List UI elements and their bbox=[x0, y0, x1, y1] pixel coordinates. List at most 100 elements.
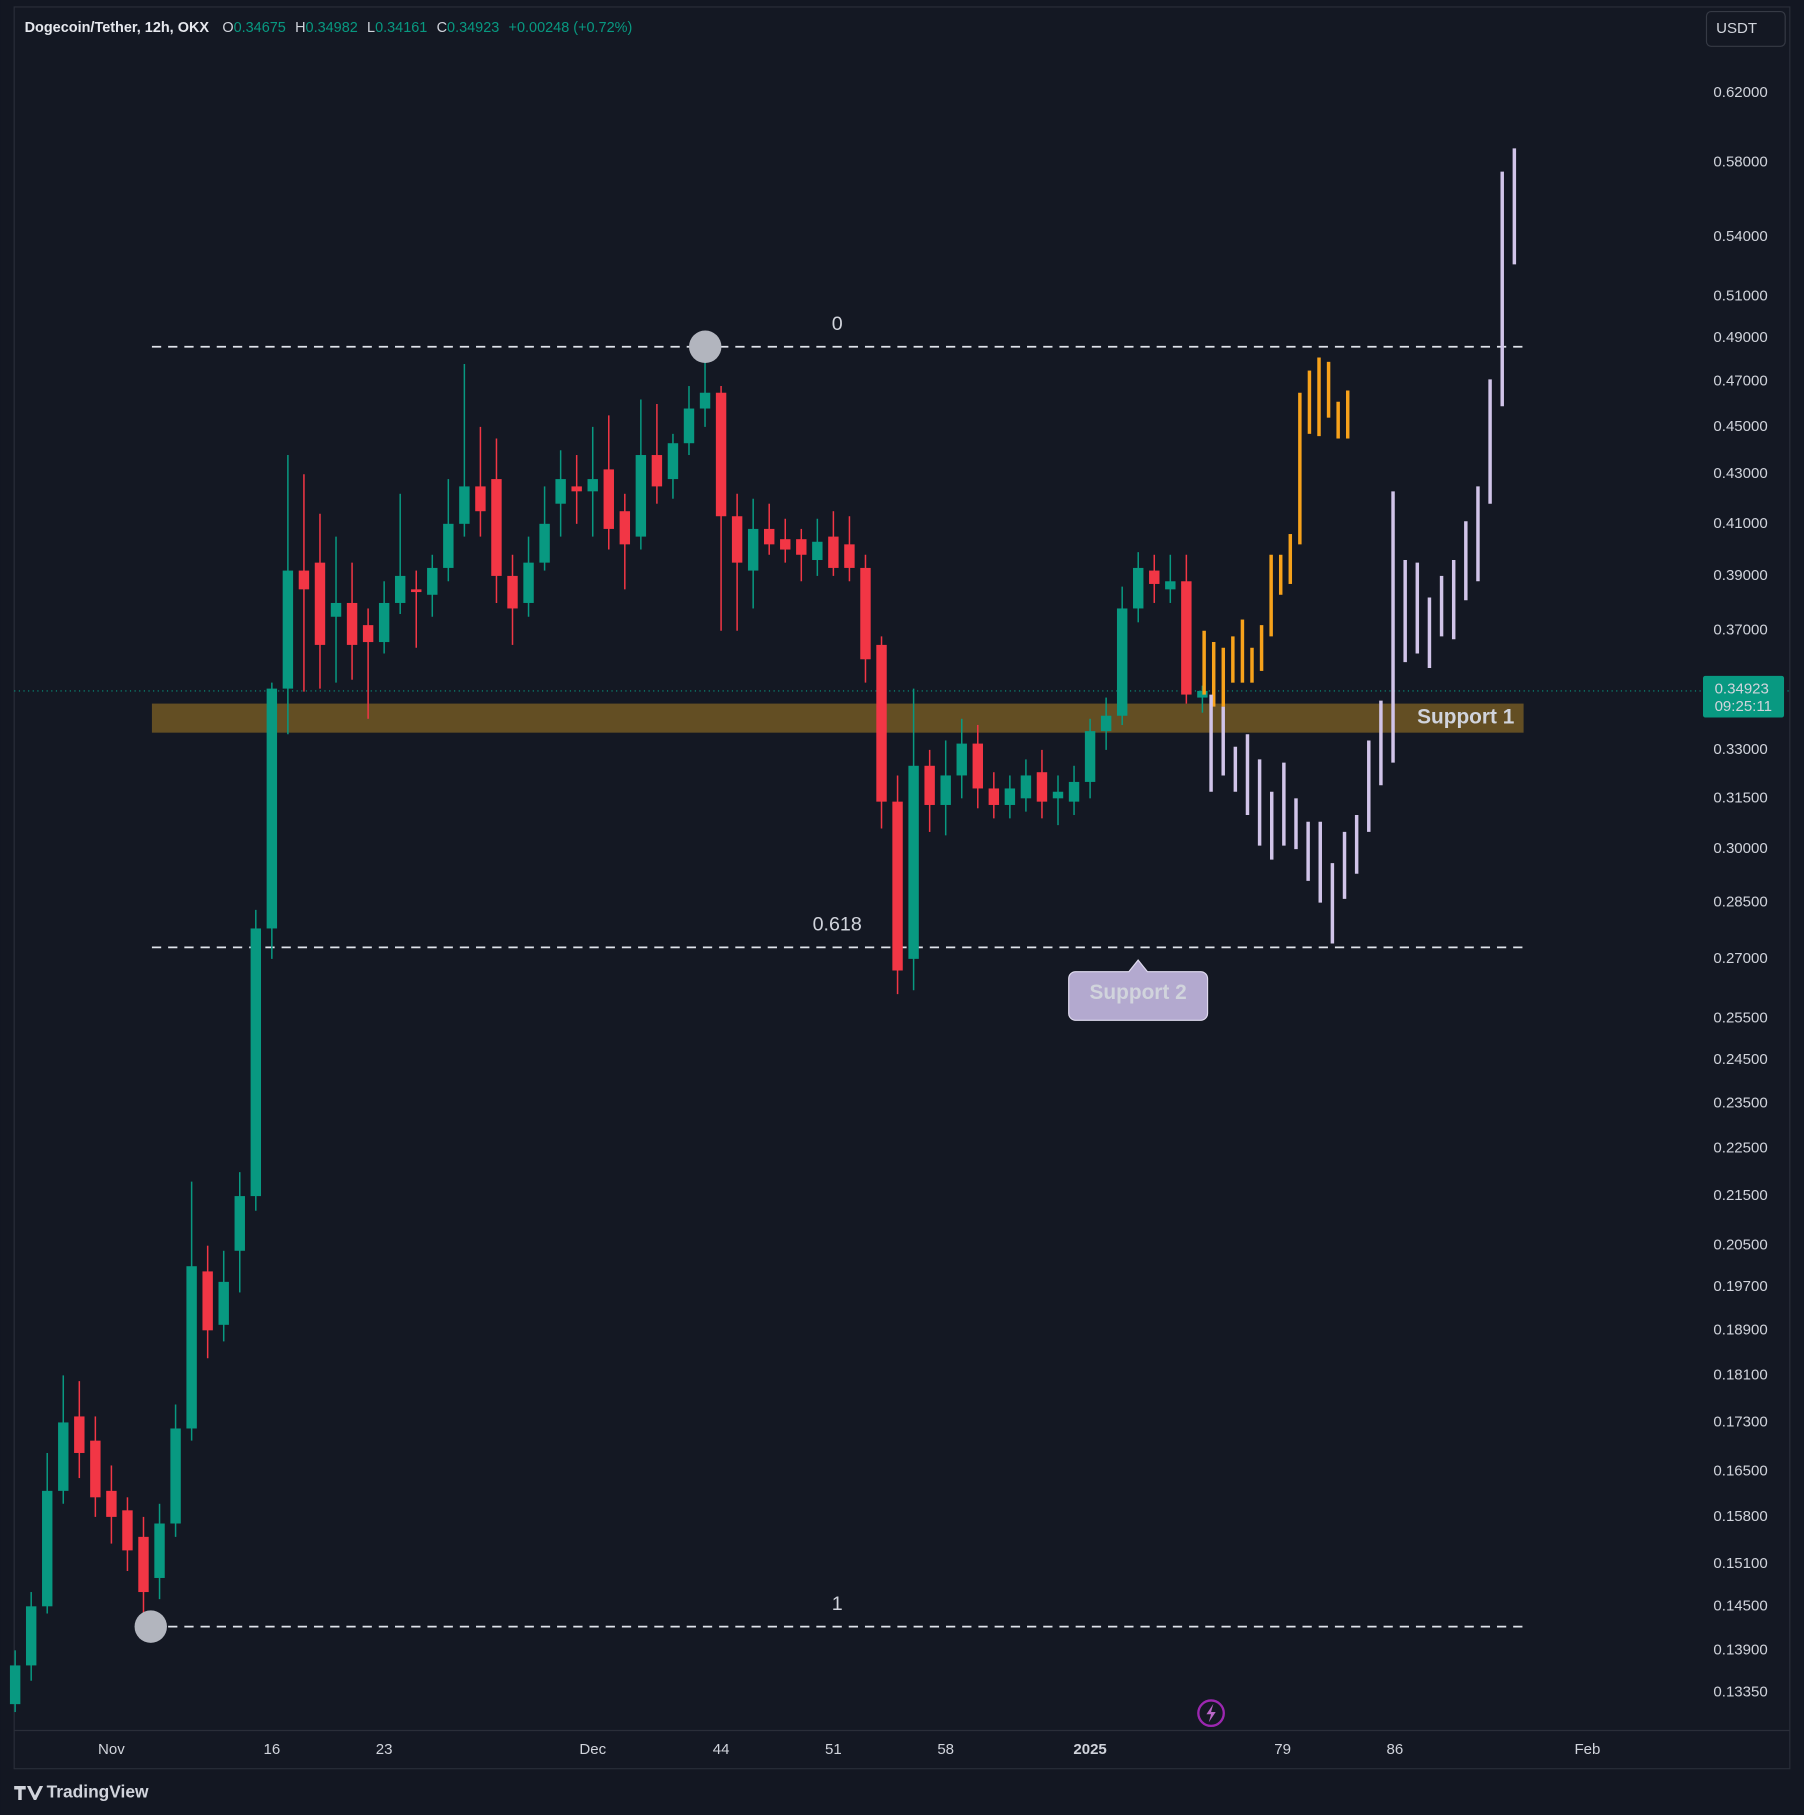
candle-body bbox=[844, 544, 855, 568]
candle-body bbox=[1116, 608, 1128, 716]
candle-body bbox=[1068, 781, 1080, 802]
y-tick-label: 0.15100 bbox=[1713, 1555, 1767, 1572]
y-tick-label: 0.17300 bbox=[1713, 1413, 1767, 1430]
candle-body bbox=[330, 602, 342, 617]
y-tick-label: 0.30000 bbox=[1713, 840, 1767, 857]
x-tick-label: 51 bbox=[825, 1741, 842, 1758]
candle-body bbox=[860, 567, 871, 660]
y-tick-label: 0.16500 bbox=[1713, 1463, 1767, 1480]
candle-body bbox=[314, 562, 326, 645]
y-tick-label: 0.37000 bbox=[1713, 622, 1767, 639]
y-tick-label: 0.41000 bbox=[1713, 515, 1767, 532]
y-tick-label: 0.20500 bbox=[1713, 1237, 1767, 1254]
candle-body bbox=[90, 1440, 101, 1498]
candle-body bbox=[1181, 581, 1192, 695]
x-tick-label: Nov bbox=[98, 1741, 125, 1758]
candle-body bbox=[138, 1536, 149, 1593]
change: +0.00248 (+0.72%) bbox=[509, 20, 633, 36]
y-tick-label: 0.28500 bbox=[1713, 894, 1767, 911]
candle-body bbox=[972, 743, 983, 789]
candle-body bbox=[1020, 775, 1032, 799]
candle-body bbox=[346, 602, 358, 645]
candle-body bbox=[539, 523, 550, 563]
x-tick-label: 2025 bbox=[1073, 1741, 1106, 1758]
candle-body bbox=[9, 1665, 21, 1705]
ohlc-value: 0.34982 bbox=[306, 20, 358, 36]
candle-body bbox=[1165, 581, 1176, 590]
candle-body bbox=[796, 539, 807, 555]
y-tick-label: 0.13900 bbox=[1713, 1641, 1767, 1658]
candle-body bbox=[443, 523, 454, 568]
candle-body bbox=[411, 589, 422, 593]
y-tick-label: 0.62000 bbox=[1713, 84, 1767, 101]
candle-body bbox=[651, 455, 663, 487]
candle-body bbox=[234, 1196, 245, 1251]
candle-body bbox=[58, 1422, 69, 1491]
candle-body bbox=[635, 455, 647, 537]
currency-box[interactable] bbox=[1705, 10, 1786, 47]
candle-body bbox=[298, 570, 310, 590]
ohlc-value: 0.34675 bbox=[234, 20, 286, 36]
candle-body bbox=[250, 928, 262, 1197]
ohlc-key: H bbox=[295, 20, 305, 36]
candle-body bbox=[828, 536, 839, 568]
candle-body bbox=[266, 688, 278, 929]
candle-body bbox=[507, 575, 518, 609]
y-tick-label: 0.45000 bbox=[1713, 418, 1767, 435]
y-tick-label: 0.18900 bbox=[1713, 1321, 1767, 1338]
y-tick-label: 0.27000 bbox=[1713, 950, 1767, 967]
candle-body bbox=[154, 1523, 165, 1578]
support-zone bbox=[151, 703, 1524, 733]
y-tick-label: 0.25500 bbox=[1713, 1009, 1767, 1026]
y-tick-label: 0.14500 bbox=[1713, 1597, 1767, 1614]
x-tick-label: Dec bbox=[579, 1741, 606, 1758]
candles bbox=[9, 346, 1208, 1713]
candle-body bbox=[170, 1428, 181, 1524]
candle-body bbox=[74, 1416, 85, 1453]
y-tick-label: 0.58000 bbox=[1713, 154, 1767, 171]
candle-body bbox=[603, 469, 614, 529]
x-tick-label: 79 bbox=[1274, 1741, 1291, 1758]
y-tick-label: 0.22500 bbox=[1713, 1140, 1767, 1157]
back-layer: 0.62000 0.58000 0.54000 0.51000 0.49000 0.470… bbox=[14, 84, 1790, 1758]
ohlc-value: 0.34923 bbox=[447, 20, 499, 36]
candle-body bbox=[924, 765, 935, 805]
candle-body bbox=[587, 479, 598, 492]
candle-body bbox=[394, 575, 406, 603]
candle-body bbox=[747, 528, 759, 571]
candle-body bbox=[699, 392, 711, 409]
candle-body bbox=[106, 1490, 117, 1517]
candle-body bbox=[523, 562, 534, 603]
candle-body bbox=[362, 625, 374, 643]
y-tick-label: 0.24500 bbox=[1713, 1051, 1767, 1068]
price-tag-value: 0.34923 bbox=[1715, 681, 1769, 698]
candle-body bbox=[555, 479, 566, 504]
candle-body bbox=[427, 567, 438, 595]
candle-body bbox=[812, 541, 823, 561]
brand-logo bbox=[14, 1786, 44, 1800]
candle-body bbox=[780, 539, 791, 550]
zone-label: Support 1 bbox=[1417, 706, 1514, 729]
header: Dogecoin/Tether, 12h, OKX O0.34675 H0.349… bbox=[25, 20, 633, 36]
candle-body bbox=[186, 1266, 197, 1429]
alert-icon[interactable] bbox=[1197, 1699, 1225, 1728]
y-tick-label: 0.19700 bbox=[1713, 1278, 1767, 1295]
candle-body bbox=[876, 644, 887, 802]
y-tick-label: 0.51000 bbox=[1713, 288, 1767, 305]
candle-body bbox=[1149, 570, 1160, 584]
fib-label: 0.618 bbox=[813, 914, 862, 936]
symbol: Dogecoin/Tether, 12h, OKX bbox=[25, 20, 210, 36]
candle-body bbox=[764, 528, 775, 545]
candle-body bbox=[202, 1271, 213, 1331]
y-tick-label: 0.47000 bbox=[1713, 373, 1767, 390]
candle-body bbox=[378, 602, 390, 643]
y-tick-label: 0.13350 bbox=[1713, 1683, 1767, 1700]
x-tick-label: 58 bbox=[937, 1741, 954, 1758]
y-tick-label: 0.21500 bbox=[1713, 1187, 1767, 1204]
ohlc-key: L bbox=[367, 20, 375, 36]
swing-marker bbox=[134, 1610, 167, 1643]
candle-body bbox=[1036, 772, 1048, 802]
candle-body bbox=[459, 486, 470, 524]
